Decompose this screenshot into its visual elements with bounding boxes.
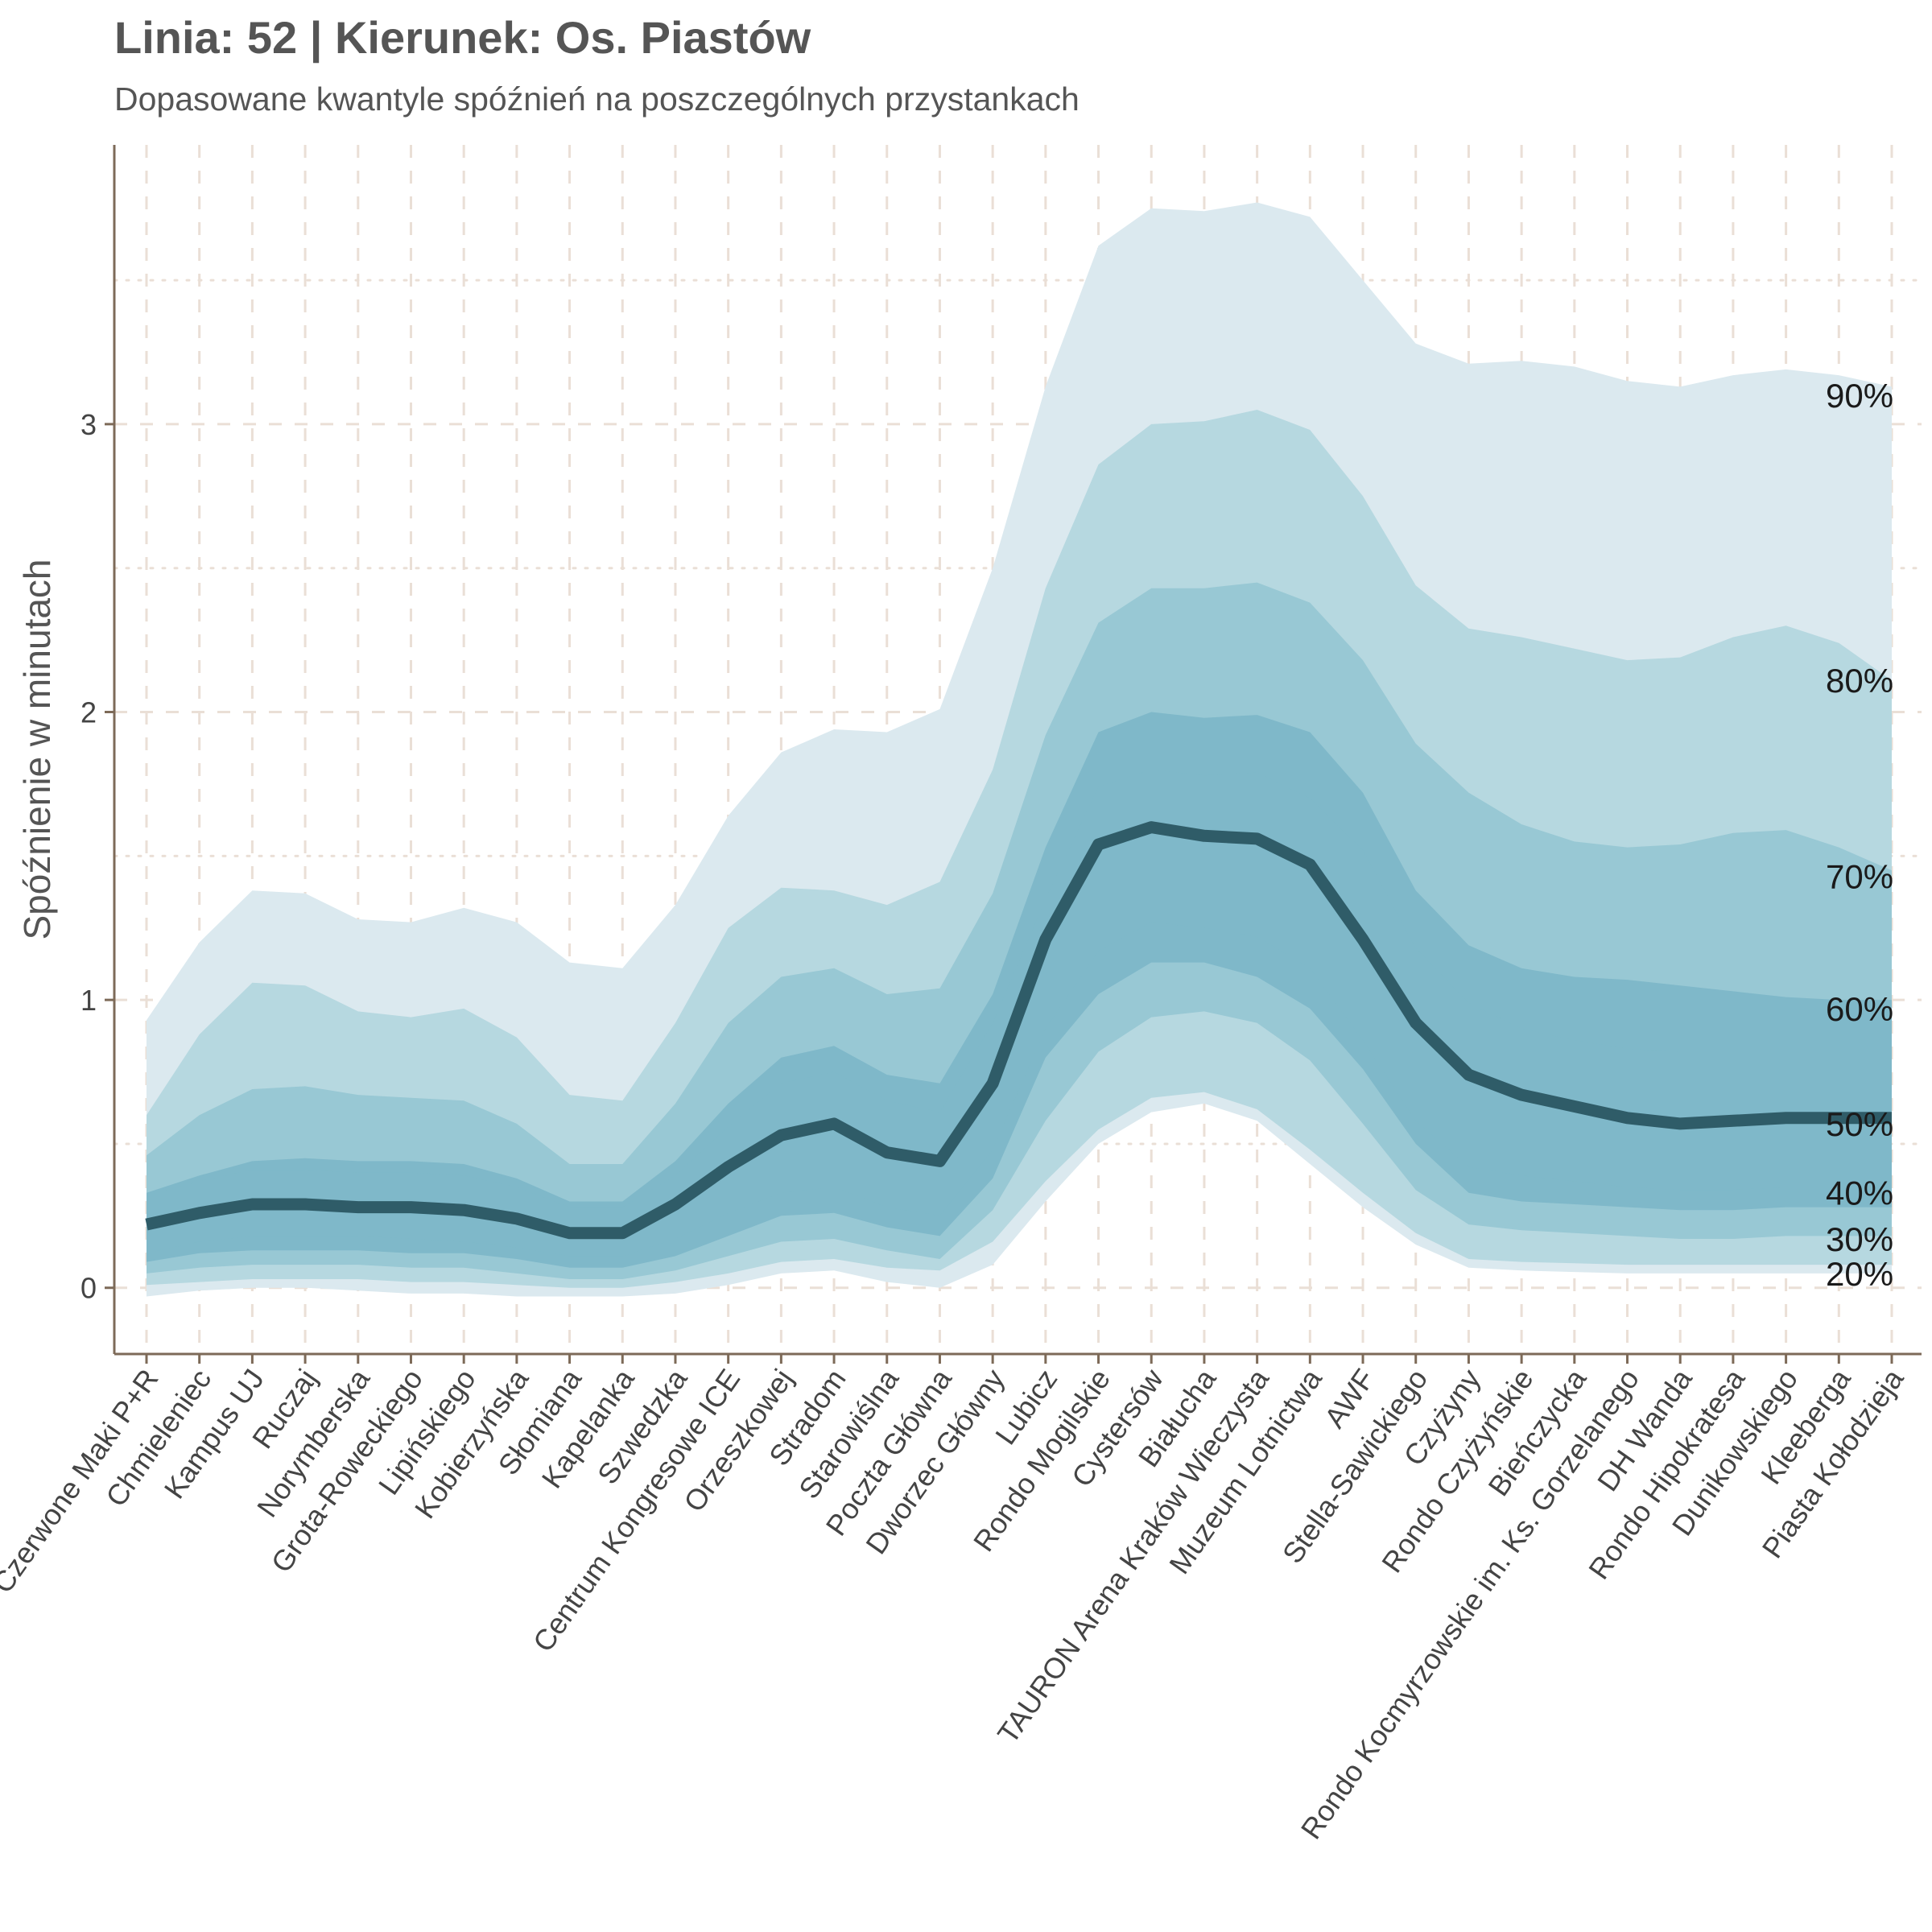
y-axis-title: Spóźnienie w minutach [16,559,58,939]
band-layer [147,202,1892,1297]
quantile-label: 80% [1826,662,1893,700]
quantile-label: 40% [1826,1174,1893,1212]
y-tick-label: 0 [80,1272,97,1305]
label-layer: 90% 80% 70% 60% 50% 40% 30%20% [1826,377,1893,1293]
median-line [145,821,1892,1240]
quantile-label: 60% [1826,990,1893,1028]
quantile-label: 30% [1826,1220,1893,1258]
median-line-layer [145,821,1892,1240]
y-tick-label: 1 [80,984,97,1017]
quantile-label: 50% [1826,1105,1893,1143]
chart-subtitle: Dopasowane kwantyle spóźnień na poszczeg… [114,80,1080,118]
quantile-label: 20% [1826,1255,1893,1293]
quantile-label: 90% [1826,377,1893,415]
y-tick-label: 2 [80,696,97,729]
chart-title: Linia: 52 | Kierunek: Os. Piastów [114,12,811,63]
quantile-label: 70% [1826,857,1893,895]
y-tick-label: 3 [80,408,97,441]
